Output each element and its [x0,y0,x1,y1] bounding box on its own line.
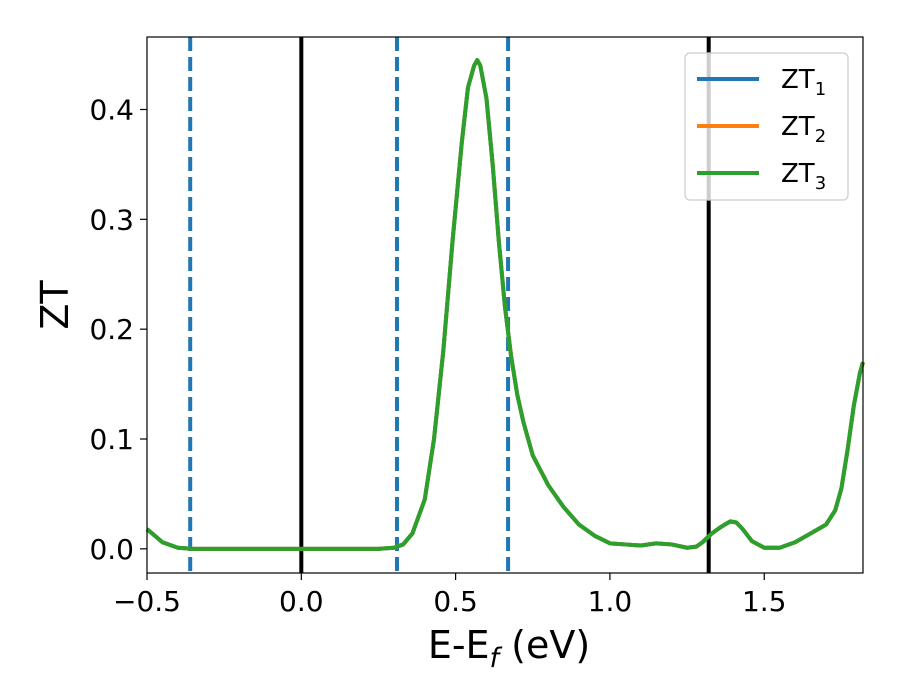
legend-label-zt2: ZT2 [781,112,826,147]
y-axis-label: ZT [33,280,77,330]
legend-label-zt3: ZT3 [781,159,826,194]
plot-frame [146,36,864,574]
x-tick-label-2: 0.5 [433,585,478,618]
x-axis-label-main: E-E [428,623,490,667]
x-axis-ticks: −0.5 0.0 0.5 1.0 1.5 [113,573,787,618]
y-tick-label-1: 0.1 [89,423,134,456]
legend-label-zt1: ZT1 [781,65,826,100]
legend-box [684,52,849,201]
x-axis-label: E-Ef (eV) [428,623,590,674]
legend: ZT1 ZT2 ZT3 [684,52,849,201]
series-line-zt3 [145,58,865,551]
y-tick-label-4: 0.4 [89,93,134,126]
x-tick-label-1: 0.0 [279,585,324,618]
y-tick-label-0: 0.0 [89,533,134,566]
y-axis-ticks: 0.0 0.1 0.2 0.3 0.4 [89,93,147,566]
x-axis-label-unit: (eV) [499,623,590,667]
y-tick-label-2: 0.2 [89,313,134,346]
vertical-reference-lines [188,37,711,573]
x-tick-label-0: −0.5 [113,585,181,618]
x-tick-label-4: 1.5 [742,585,787,618]
x-tick-label-3: 1.0 [588,585,633,618]
y-tick-label-3: 0.3 [89,203,134,236]
series-layer [145,58,865,551]
